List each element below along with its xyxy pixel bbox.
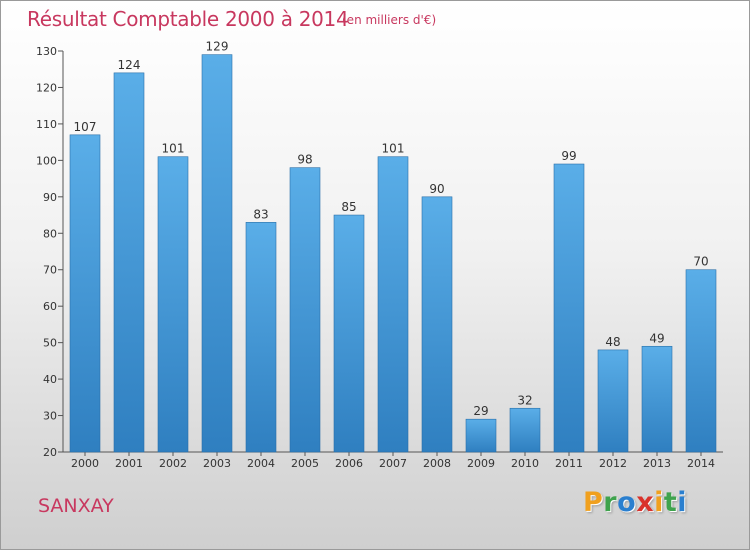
x-tick-label: 2001 bbox=[115, 457, 143, 470]
x-tick-label: 2013 bbox=[643, 457, 671, 470]
bar bbox=[333, 214, 365, 453]
x-tick-label: 2010 bbox=[511, 457, 539, 470]
x-tick-label: 2005 bbox=[291, 457, 319, 470]
x-tick-label: 2009 bbox=[467, 457, 495, 470]
x-tick-label: 2012 bbox=[599, 457, 627, 470]
bar bbox=[201, 54, 233, 453]
y-tick-label: 110 bbox=[36, 118, 57, 131]
data-label: 107 bbox=[74, 120, 97, 134]
y-tick-label: 80 bbox=[43, 227, 57, 240]
bar bbox=[421, 196, 453, 453]
logo-letter: P bbox=[583, 487, 604, 518]
axes: 20 30 40 50 60 70 80 90 100 110 120 130 bbox=[36, 45, 723, 459]
y-tick-label: 90 bbox=[43, 191, 57, 204]
x-tick-label: 2006 bbox=[335, 457, 363, 470]
bar bbox=[245, 222, 277, 453]
data-label: 48 bbox=[605, 335, 620, 349]
x-tick-label: 2007 bbox=[379, 457, 407, 470]
data-label: 29 bbox=[473, 404, 488, 418]
bar bbox=[465, 418, 497, 453]
bars bbox=[69, 54, 717, 453]
bar bbox=[553, 163, 585, 453]
data-label: 70 bbox=[693, 255, 708, 269]
logo-letter: t bbox=[663, 487, 678, 518]
bar bbox=[157, 156, 189, 453]
bar bbox=[113, 72, 145, 453]
data-label: 98 bbox=[297, 153, 312, 167]
y-tick-label: 100 bbox=[36, 154, 57, 167]
x-tick-label: 2011 bbox=[555, 457, 583, 470]
bar bbox=[641, 345, 673, 453]
y-tick-label: 120 bbox=[36, 81, 57, 94]
bar bbox=[289, 167, 321, 453]
bar bbox=[597, 349, 629, 453]
labels: 2000 107 2001 124 2002 101 2003 129 2004 83 2005 98… bbox=[71, 40, 715, 470]
x-tick-label: 2004 bbox=[247, 457, 275, 470]
x-tick-label: 2000 bbox=[71, 457, 99, 470]
bar bbox=[377, 156, 409, 453]
logo-letter: o bbox=[617, 487, 637, 518]
bar bbox=[509, 407, 541, 453]
logo-letter: i bbox=[677, 487, 688, 518]
bar bbox=[685, 269, 717, 453]
proxiti-logo[interactable]: Proxiti bbox=[583, 487, 687, 518]
data-label: 90 bbox=[429, 182, 444, 196]
chart-unit: (en milliers d'€) bbox=[342, 13, 437, 27]
data-label: 32 bbox=[517, 393, 532, 407]
logo-letter: i bbox=[654, 487, 664, 518]
data-label: 49 bbox=[649, 331, 664, 345]
x-tick-label: 2008 bbox=[423, 457, 451, 470]
data-label: 101 bbox=[382, 142, 405, 156]
data-label: 129 bbox=[206, 40, 229, 54]
logo-letter: x bbox=[636, 487, 655, 518]
y-tick-label: 60 bbox=[43, 300, 57, 313]
x-tick-label: 2002 bbox=[159, 457, 187, 470]
data-label: 101 bbox=[162, 142, 185, 156]
data-label: 83 bbox=[253, 207, 268, 221]
data-label: 124 bbox=[118, 58, 141, 72]
bar bbox=[69, 134, 101, 453]
location-label: SANXAY bbox=[38, 495, 114, 517]
data-label: 99 bbox=[561, 149, 576, 163]
y-tick-label: 50 bbox=[43, 337, 57, 350]
y-tick-label: 30 bbox=[43, 410, 57, 423]
x-tick-label: 2014 bbox=[687, 457, 715, 470]
y-tick-label: 130 bbox=[36, 45, 57, 58]
y-tick-label: 20 bbox=[43, 446, 57, 459]
y-tick-label: 70 bbox=[43, 264, 57, 277]
data-label: 85 bbox=[341, 200, 356, 214]
logo-letter: r bbox=[603, 487, 618, 518]
x-tick-label: 2003 bbox=[203, 457, 231, 470]
y-tick-label: 40 bbox=[43, 373, 57, 386]
chart-title: Résultat Comptable 2000 à 2014 bbox=[27, 7, 349, 31]
